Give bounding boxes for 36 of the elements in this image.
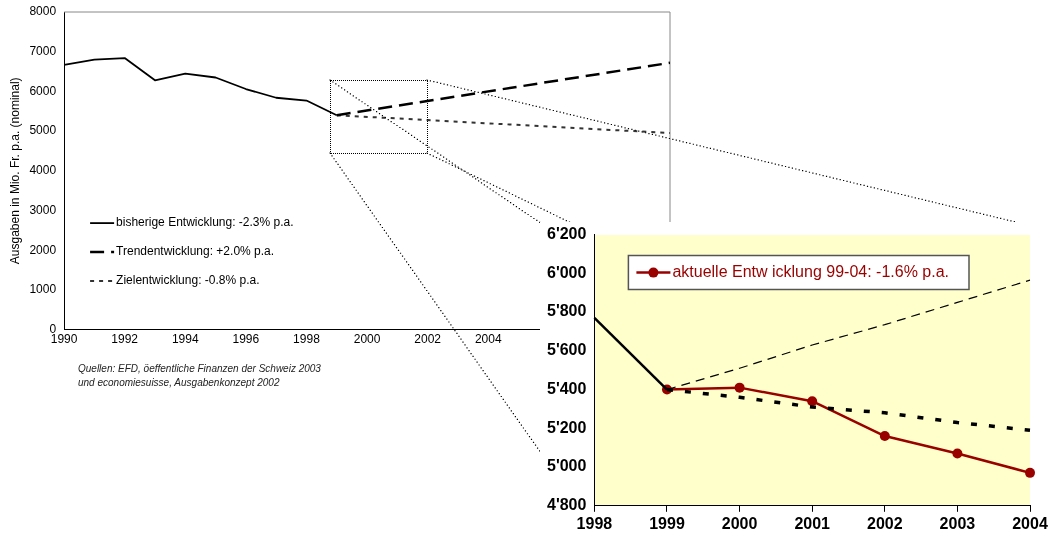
y-tick-label: 8000 [29,4,57,19]
x-tick-label: 1992 [111,332,139,347]
y-tick-label: 6000 [29,83,57,98]
legend-label: Zielentwicklung: -0.8% p.a. [116,273,260,288]
legend-label: aktuelle Entw icklung 99-04: -1.6% p.a. [672,263,950,281]
legend-label: Trendentwicklung: +2.0% p.a. [116,244,275,259]
x-tick-label: 2001 [794,514,831,532]
y-tick-label: 1000 [29,282,57,297]
x-tick-label: 2002 [414,332,442,347]
y-tick-label: 7000 [29,44,57,59]
x-tick-label: 2000 [353,332,381,347]
x-tick-label: 2004 [1012,514,1048,532]
source-note: Quellen: EFD, öeffentliche Finanzen der Schweiz 2003 und economiesuisse, Ausgabenkonzept 2002 [78,362,321,390]
x-tick-label: 1998 [576,514,613,532]
x-tick-label: 2000 [721,514,758,532]
y-tick-label: 4'800 [546,496,587,514]
y-tick-label: 6'000 [546,263,587,281]
y-tick-label: 5'400 [546,379,587,397]
y-tick-label: 4000 [29,163,57,178]
legend-label: bisherige Entwicklung: -2.3% p.a. [116,215,294,230]
y-tick-label: 5000 [29,123,57,138]
x-tick-label: 1996 [232,332,260,347]
x-tick-label: 1998 [293,332,321,347]
x-tick-label: 2003 [939,514,976,532]
y-tick-label: 5'200 [546,418,587,436]
y-tick-label: 3000 [29,202,57,217]
x-tick-label: 2004 [474,332,502,347]
y-tick-label: 5'800 [546,302,587,320]
y-tick-label: 5'600 [546,341,587,359]
y-tick-label: 6'200 [546,225,587,243]
y-axis-title: Ausgaben in Mio. Fr. p.a. (nominal) [7,77,22,265]
x-tick-label: 2002 [867,514,903,532]
x-tick-label: 1999 [649,514,685,532]
y-tick-label: 2000 [29,242,57,257]
x-tick-label: 1994 [171,332,199,347]
y-tick-label: 5'000 [546,457,587,475]
